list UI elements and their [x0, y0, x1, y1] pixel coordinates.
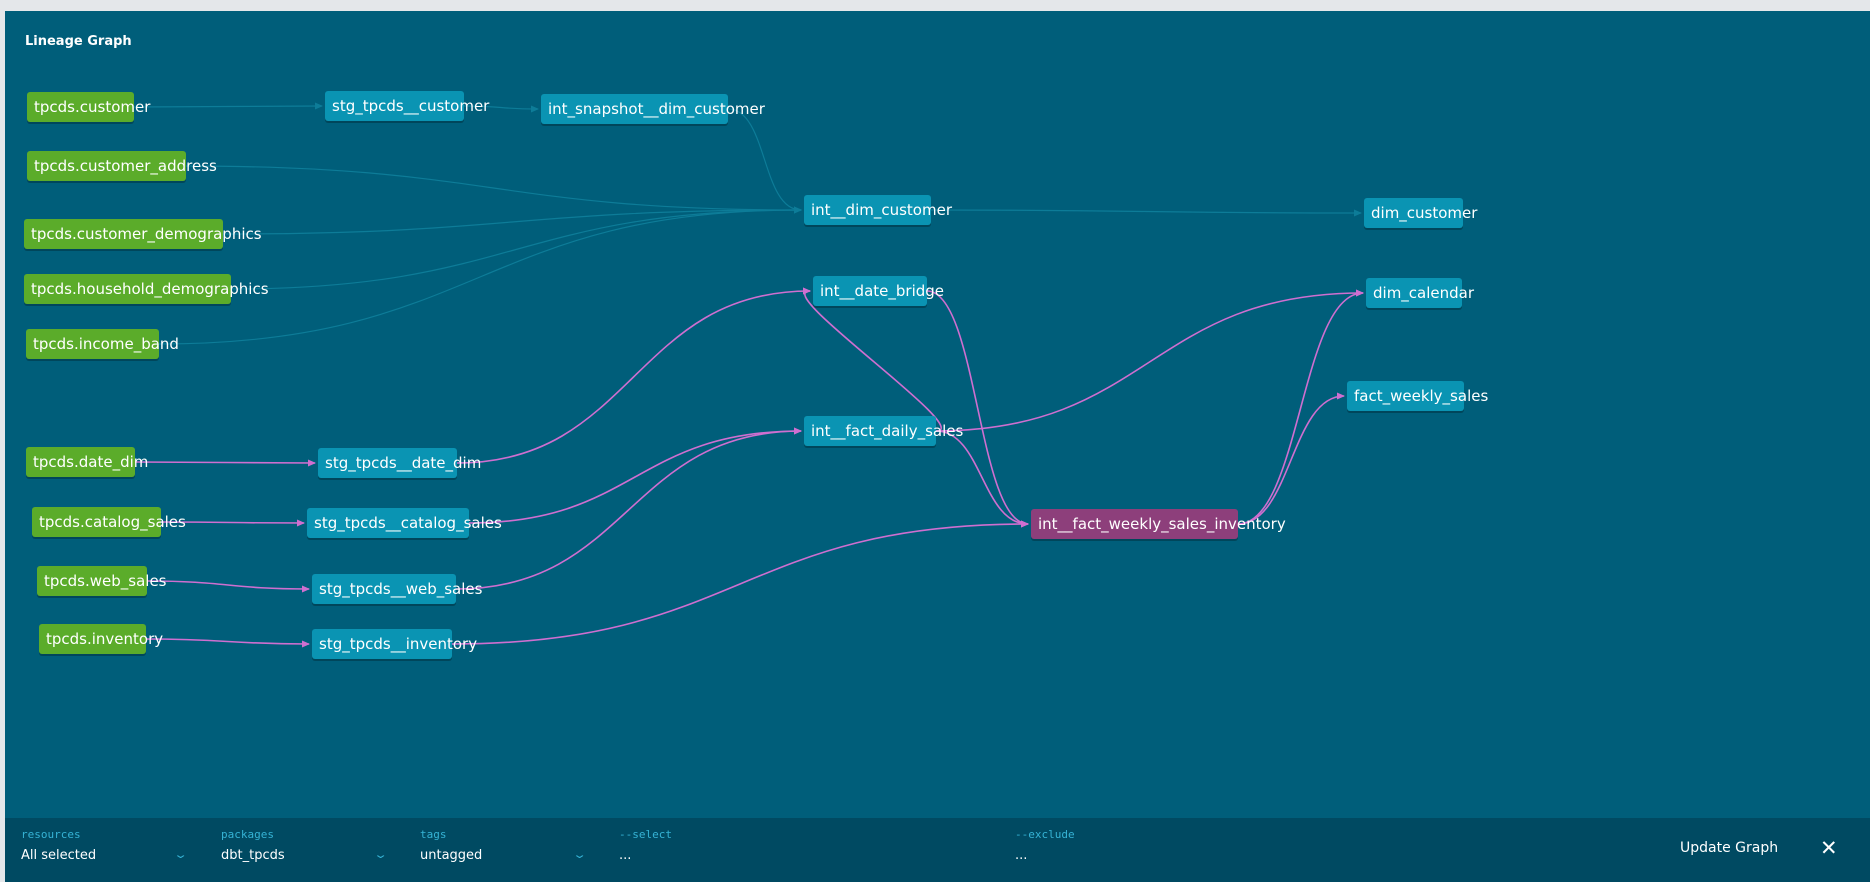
exclude-filter[interactable]: --exclude ... [1015, 818, 1375, 882]
node-dim-calendar[interactable]: dim_calendar [1366, 278, 1474, 308]
panel-title: Lineage Graph [25, 34, 132, 49]
edge-int-dim-customer-to-dim-customer [930, 209, 1362, 217]
lineage-graph-panel: Lineage Graph tpcds.customer tpcds.custom… [5, 11, 1870, 882]
edge-int-fact-daily-sales-to-int-fact-weekly-sales-inventory [935, 430, 1029, 528]
select-label: --select [619, 828, 672, 841]
node-int-dim-customer[interactable]: int__dim_customer [804, 195, 952, 225]
edge-stg-catalog-sales-to-int-fact-daily-sales [468, 427, 802, 524]
node-src-customer-demographics[interactable]: tpcds.customer_demographics [24, 219, 262, 249]
edge-src-date-dim-to-stg-date-dim [134, 459, 316, 467]
edge-src-web-sales-to-stg-web-sales [146, 580, 310, 593]
edge-int-fact-daily-sales-to-int-date-bridge [802, 287, 942, 432]
edge-src-customer-demographics-to-int-dim-customer [222, 206, 802, 235]
select-filter[interactable]: --select ... [619, 818, 979, 882]
node-src-catalog-sales[interactable]: tpcds.catalog_sales [32, 507, 186, 537]
edge-stg-inventory-to-int-fact-weekly-sales-inventory [451, 520, 1029, 645]
select-input[interactable]: ... [619, 848, 632, 863]
edge-src-inventory-to-stg-inventory [145, 638, 310, 648]
node-src-household-demographics[interactable]: tpcds.household_demographics [24, 274, 269, 304]
node-stg-date-dim[interactable]: stg_tpcds__date_dim [318, 448, 481, 478]
tags-value[interactable]: untagged [420, 848, 483, 863]
filter-bar: resources All selected ⌄ packages dbt_tp… [5, 818, 1870, 882]
edge-stg-web-sales-to-int-fact-daily-sales [455, 427, 802, 590]
packages-filter[interactable]: packages dbt_tpcds ⌄ [221, 818, 388, 882]
edge-int-snapshot-dim-customer-to-int-dim-customer [727, 108, 802, 214]
edge-src-customer-address-to-int-dim-customer [185, 165, 802, 214]
edge-stg-customer-to-int-snapshot-dim-customer [463, 105, 539, 113]
packages-label: packages [221, 828, 274, 841]
exclude-input[interactable]: ... [1015, 848, 1028, 863]
edge-src-household-demographics-to-int-dim-customer [230, 206, 802, 290]
edge-stg-date-dim-to-int-date-bridge [456, 287, 811, 464]
edge-int-date-bridge-to-int-fact-weekly-sales-inventory [926, 290, 1029, 528]
tags-label: tags [420, 828, 447, 841]
edge-src-income-band-to-int-dim-customer [158, 206, 802, 345]
update-graph-button[interactable]: Update Graph [1680, 840, 1779, 856]
node-src-income-band[interactable]: tpcds.income_band [26, 329, 179, 359]
node-stg-customer[interactable]: stg_tpcds__customer [325, 91, 489, 121]
node-stg-catalog-sales[interactable]: stg_tpcds__catalog_sales [307, 508, 502, 538]
node-int-date-bridge[interactable]: int__date_bridge [813, 276, 944, 306]
chevron-down-icon[interactable]: ⌄ [373, 848, 388, 861]
node-src-web-sales[interactable]: tpcds.web_sales [37, 566, 167, 596]
resources-label: resources [21, 828, 81, 841]
chevron-down-icon[interactable]: ⌄ [572, 848, 587, 861]
node-src-date-dim[interactable]: tpcds.date_dim [26, 447, 148, 477]
node-dim-customer[interactable]: dim_customer [1364, 198, 1477, 228]
edge-src-customer-to-stg-customer [133, 102, 323, 110]
node-fact-weekly-sales[interactable]: fact_weekly_sales [1347, 381, 1488, 411]
node-src-inventory[interactable]: tpcds.inventory [39, 624, 163, 654]
edge-int-fact-daily-sales-to-dim-calendar [935, 289, 1364, 432]
node-stg-web-sales[interactable]: stg_tpcds__web_sales [312, 574, 482, 604]
resources-value[interactable]: All selected [21, 848, 97, 863]
packages-value[interactable]: dbt_tpcds [221, 848, 285, 863]
node-int-fact-daily-sales[interactable]: int__fact_daily_sales [804, 416, 963, 446]
tags-filter[interactable]: tags untagged ⌄ [420, 818, 587, 882]
chevron-down-icon[interactable]: ⌄ [173, 848, 188, 861]
graph-edges [133, 102, 1364, 648]
exclude-label: --exclude [1015, 828, 1075, 841]
resources-filter[interactable]: resources All selected ⌄ [21, 818, 188, 882]
node-src-customer[interactable]: tpcds.customer [27, 92, 150, 122]
edge-src-catalog-sales-to-stg-catalog-sales [160, 519, 305, 527]
node-int-snapshot-dim-customer[interactable]: int_snapshot__dim_customer [541, 94, 765, 124]
node-src-customer-address[interactable]: tpcds.customer_address [27, 151, 217, 181]
node-int-fact-weekly-sales-inventory[interactable]: int__fact_weekly_sales_inventory [1031, 509, 1286, 539]
edge-int-fact-weekly-sales-inventory-to-dim-calendar [1237, 289, 1364, 525]
close-icon[interactable]: ✕ [1820, 836, 1838, 860]
node-stg-inventory[interactable]: stg_tpcds__inventory [312, 629, 477, 659]
edge-int-fact-weekly-sales-inventory-to-fact-weekly-sales [1237, 392, 1345, 525]
